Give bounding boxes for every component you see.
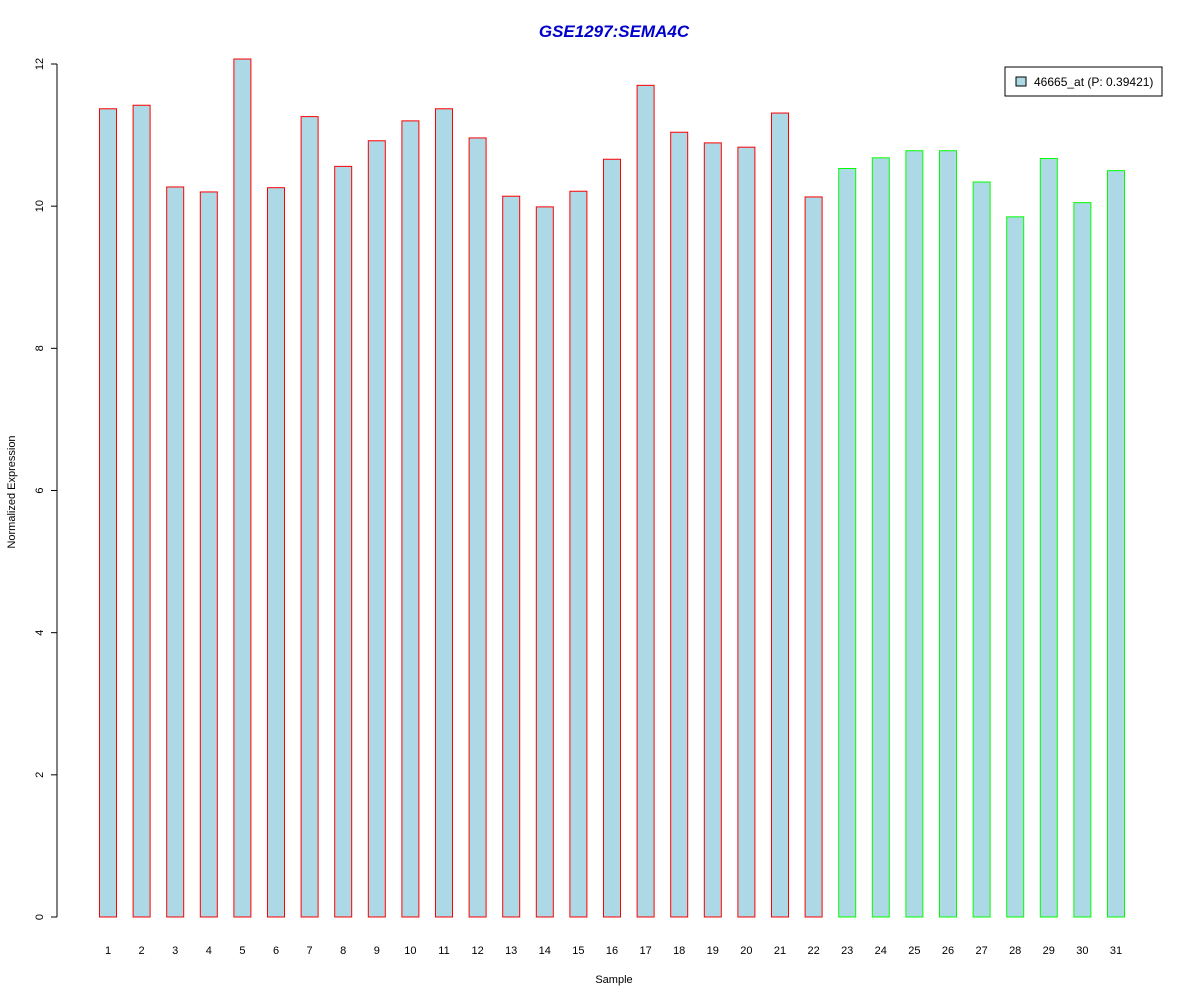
bar-sample-6	[267, 187, 285, 918]
x-tick-label: 2	[139, 945, 145, 957]
legend-box	[1004, 66, 1163, 97]
x-tick-label: 9	[374, 945, 380, 957]
bar-sample-9	[367, 140, 386, 918]
y-tick-label: 12	[34, 58, 46, 70]
x-tick-label: 20	[740, 945, 752, 957]
bar-sample-21	[771, 112, 789, 918]
bar-sample-28	[1006, 216, 1025, 918]
bar-sample-23	[838, 167, 857, 918]
bar-sample-29	[1039, 158, 1058, 918]
legend-swatch	[1015, 76, 1027, 87]
bar-sample-8	[334, 165, 353, 918]
x-tick-label: 15	[572, 945, 584, 957]
x-tick-label: 7	[307, 945, 313, 957]
x-tick-label: 5	[239, 945, 245, 957]
y-axis: 0 2 4 6 8 10 12	[34, 58, 58, 920]
bar-sample-13	[502, 195, 521, 918]
bar-sample-26	[939, 150, 957, 918]
x-tick-label: 21	[774, 945, 786, 957]
legend-label: 46665_at (P: 0.39421)	[1034, 75, 1153, 89]
x-tick-label: 24	[875, 945, 887, 957]
bar-sample-30	[1073, 202, 1092, 918]
y-axis-label: Normalized Expression	[6, 435, 18, 548]
x-tick-label: 14	[539, 945, 551, 957]
x-tick-label: 4	[206, 945, 212, 957]
bar-sample-18	[670, 131, 689, 918]
bars	[99, 58, 1125, 918]
legend: 46665_at (P: 0.39421)	[1004, 66, 1163, 97]
y-tick-label: 2	[34, 772, 46, 778]
bar-sample-19	[703, 142, 722, 918]
bar-sample-22	[804, 196, 823, 918]
y-tick-label: 0	[34, 914, 46, 920]
x-tick-label: 16	[606, 945, 618, 957]
x-tick-label: 3	[172, 945, 178, 957]
x-tick-label: 19	[707, 945, 719, 957]
bar-sample-27	[972, 181, 991, 918]
x-tick-labels: 1 2 3 4 5 6 7 8 9 10 11 12 13 14 15 16 17 18 19 20 21 22 23 24 2…	[105, 945, 1122, 957]
bar-sample-24	[871, 157, 890, 918]
bar-sample-17	[636, 84, 655, 918]
x-tick-label: 23	[841, 945, 853, 957]
x-tick-label: 10	[404, 945, 416, 957]
x-tick-label: 26	[942, 945, 954, 957]
x-tick-label: 12	[471, 945, 483, 957]
y-tick-label: 4	[34, 630, 46, 636]
bar-sample-3	[166, 186, 185, 918]
bar-sample-16	[603, 158, 621, 918]
bar-sample-10	[401, 120, 420, 918]
bar-sample-1	[99, 108, 117, 918]
bar-sample-11	[435, 108, 453, 918]
bar-sample-25	[905, 150, 924, 918]
x-tick-label: 27	[975, 945, 987, 957]
x-tick-label: 30	[1076, 945, 1088, 957]
x-axis-label: Sample	[595, 974, 632, 986]
bar-sample-4	[199, 191, 218, 918]
y-tick-label: 10	[34, 200, 46, 212]
x-tick-label: 29	[1043, 945, 1055, 957]
bar-sample-31	[1107, 170, 1125, 918]
x-tick-label: 6	[273, 945, 279, 957]
chart-title: GSE1297:SEMA4C	[539, 22, 690, 41]
bar-sample-7	[300, 116, 319, 918]
x-tick-label: 11	[438, 945, 449, 957]
x-tick-label: 13	[505, 945, 517, 957]
x-tick-label: 31	[1110, 945, 1122, 957]
x-tick-label: 25	[908, 945, 920, 957]
x-tick-label: 18	[673, 945, 685, 957]
x-tick-label: 17	[639, 945, 651, 957]
bar-sample-12	[468, 137, 487, 918]
y-tick-label: 6	[34, 487, 46, 493]
x-tick-label: 8	[340, 945, 346, 957]
x-tick-label: 28	[1009, 945, 1021, 957]
bar-sample-15	[569, 190, 588, 918]
x-tick-label: 22	[807, 945, 819, 957]
bar-sample-20	[737, 146, 756, 918]
bar-sample-14	[535, 206, 554, 918]
y-tick-label: 8	[34, 345, 46, 351]
bar-sample-2	[132, 104, 151, 918]
x-tick-label: 1	[105, 945, 111, 957]
bar-sample-5	[233, 58, 252, 918]
